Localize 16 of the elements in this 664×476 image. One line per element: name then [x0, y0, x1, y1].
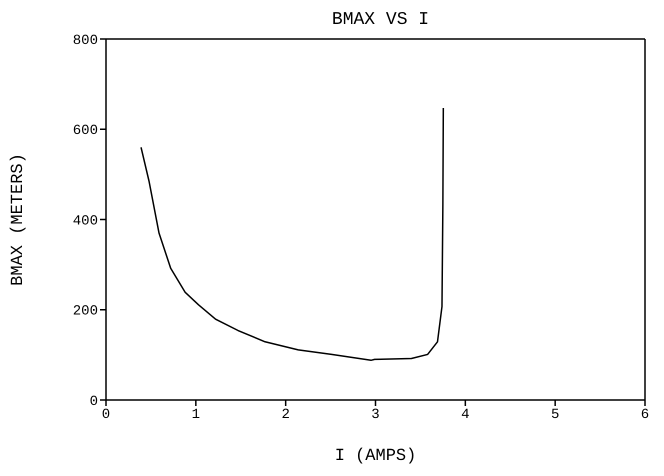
x-tick-label: 3 — [371, 406, 380, 423]
y-tick-label: 0 — [90, 394, 98, 410]
x-tick-label: 5 — [550, 406, 560, 423]
x-axis-title: I (AMPS) — [334, 447, 416, 466]
y-tick-label: 600 — [72, 123, 98, 140]
x-tick-label: 0 — [102, 406, 110, 423]
chart-title: BMAX VS I — [330, 10, 430, 30]
line-series — [140, 107, 444, 362]
y-tick-label: 400 — [72, 213, 98, 230]
x-tick-label: 1 — [192, 406, 200, 423]
y-axis-title: BMAX (METERS) — [9, 153, 28, 286]
x-tick-label: 2 — [281, 406, 290, 423]
y-tick-label: 200 — [72, 304, 98, 320]
x-tick-label: 4 — [461, 406, 470, 423]
x-tick-label: 6 — [640, 406, 650, 423]
y-tick-label: 800 — [72, 32, 98, 49]
